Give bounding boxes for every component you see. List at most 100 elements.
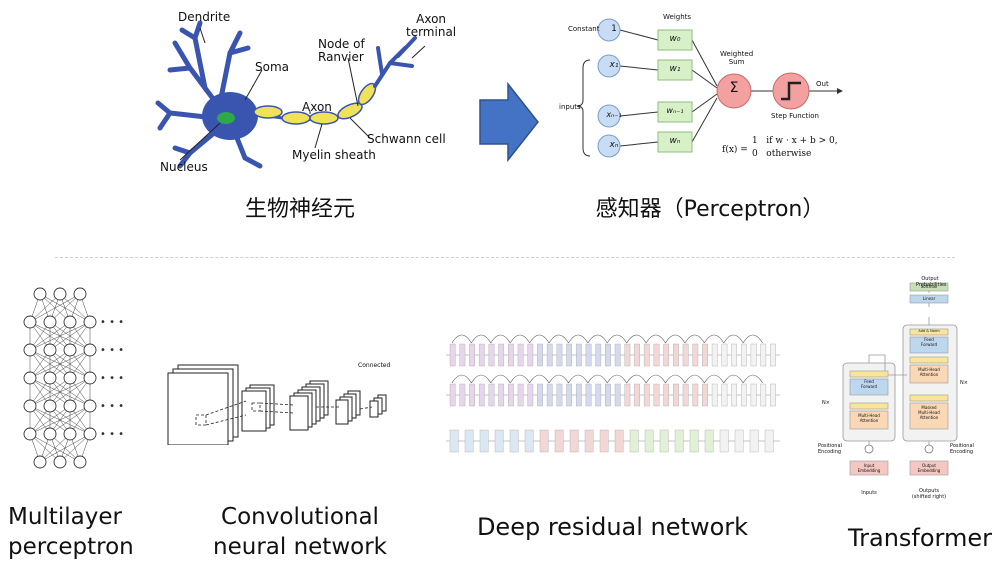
resnet-skip: [568, 374, 589, 384]
mlp-node: [33, 287, 47, 301]
resnet-skip: [548, 374, 569, 384]
mlp-ellipsis: • • •: [100, 401, 124, 412]
cnn-receptive-lines: [195, 400, 373, 426]
resnet-layer: [488, 383, 495, 407]
cnn-feature-maps: [289, 380, 387, 431]
resnet-layer: [575, 383, 582, 407]
mlp-node: [23, 399, 37, 413]
resnet-layer: [764, 429, 774, 453]
resnet-layer: [702, 383, 708, 407]
resnet-layer: [740, 383, 747, 407]
resnet-layer: [595, 343, 602, 367]
resnet-skip: [607, 374, 627, 384]
resnet-layer: [585, 383, 592, 407]
resnet-layer: [711, 383, 718, 407]
resnet-skip: [529, 374, 550, 384]
mlp-node: [73, 287, 87, 301]
resnet-layer: [653, 383, 660, 407]
tf-multi-head-dec: Multi-Head Attention: [918, 367, 940, 377]
resnet-layer: [674, 429, 684, 453]
mlp-node: [33, 455, 47, 469]
nucleus: [217, 112, 235, 124]
tf-add-norm: Add & Norm: [918, 329, 940, 333]
perceptron-caption: 感知器（Perceptron）: [595, 197, 825, 222]
resnet-layer: [469, 383, 475, 407]
resnet-layer: [605, 383, 611, 407]
mlp-node: [43, 427, 57, 441]
resnet-layer: [508, 383, 514, 407]
resnet-layer: [556, 343, 563, 367]
resnet-layer: [653, 343, 660, 367]
resnet-skip: [645, 334, 666, 344]
mlp-node: [53, 455, 67, 469]
resnet-layer: [734, 429, 744, 453]
resnet-layer: [643, 383, 650, 407]
resnet-layer: [566, 383, 573, 407]
resnet-layer: [527, 383, 534, 407]
tf-output-embedding: Output Embedding: [917, 463, 941, 473]
weight-wn: wₙ: [669, 136, 681, 146]
resnet-layer: [760, 383, 767, 407]
label-step-function: Step Function: [771, 112, 819, 120]
tf-feed-forward-enc: Feed Forward: [860, 379, 878, 389]
mlp-node: [43, 343, 57, 357]
mlp-node: [23, 343, 37, 357]
label-dendrite: Dendrite: [178, 10, 231, 24]
mlp-node: [23, 427, 37, 441]
resnet-layer: [702, 343, 708, 367]
resnet-layer: [479, 429, 489, 453]
mlp-ellipsis: • • •: [100, 373, 124, 384]
resnet-layer: [537, 383, 543, 407]
label-axon-terminal: Axon terminal: [406, 12, 457, 39]
tf-softmax: Softmax: [920, 284, 938, 289]
resnet-skip: [509, 374, 530, 384]
resnet-layer: [692, 343, 699, 367]
resnet-layer: [546, 343, 553, 367]
resnet-skip: [626, 374, 647, 384]
node-xn1: xₙ₋₁: [606, 110, 622, 119]
tf-input-embedding: Input Embedding: [857, 463, 881, 473]
axon: [253, 82, 377, 125]
weight-w1: w₁: [669, 64, 681, 74]
resnet-layer: [644, 429, 654, 453]
resnet-layer: [692, 383, 699, 407]
resnet-layer: [595, 383, 602, 407]
node-x1: x₁: [609, 60, 619, 70]
resnet-skip: [665, 374, 686, 384]
resnet-skip: [548, 334, 569, 344]
resnet-skip: [587, 374, 608, 384]
resnet-layer: [770, 383, 776, 407]
resnet-layer: [689, 429, 699, 453]
mlp-node: [83, 399, 97, 413]
resnet-caption: Deep residual network: [476, 513, 749, 541]
resnet-layer: [527, 343, 534, 367]
mlp-node: [83, 343, 97, 357]
arrow-right-icon: [479, 82, 539, 162]
cnn-caption-line2: neural network: [213, 534, 387, 560]
resnet-layer: [464, 429, 474, 453]
mlp-caption-line2: perceptron: [8, 534, 134, 560]
resnet-layer: [546, 383, 553, 407]
resnet-layer: [760, 343, 767, 367]
neuron-diagram: [155, 20, 426, 169]
resnet-layer: [584, 429, 594, 453]
label-lines: [179, 27, 426, 161]
mlp-node: [73, 455, 87, 469]
resnet-layer: [740, 343, 747, 367]
resnet-layer: [556, 383, 563, 407]
resnet-layer: [634, 383, 640, 407]
resnet-layer: [449, 343, 456, 367]
resnet-layer: [478, 383, 485, 407]
label-constant: Constant: [568, 25, 600, 33]
mlp-node: [63, 399, 77, 413]
resnet-skip: [684, 334, 705, 344]
label-soma: Soma: [255, 60, 290, 74]
tf-multi-head-enc: Multi-Head Attention: [858, 413, 880, 423]
mlp-node: [63, 427, 77, 441]
resnet-layer: [599, 429, 609, 453]
resnet-skip: [587, 334, 608, 344]
node-constant: 1: [611, 24, 617, 34]
resnet-layer: [629, 429, 639, 453]
mlp-node: [83, 315, 97, 329]
transformer-caption: Transformer: [847, 524, 992, 552]
